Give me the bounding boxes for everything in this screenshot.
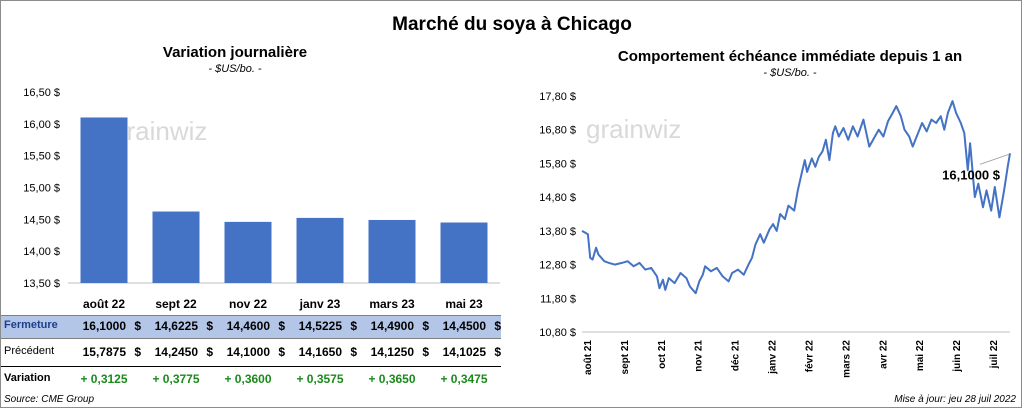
bar-chart: grainwiz 13,50 $ 14,00 $ 14,50 $ 15,00 $ 15,5… — [23, 87, 500, 311]
currency-symbol: $ — [350, 319, 357, 333]
variation-value: + 0,3575 — [296, 372, 344, 386]
table-separator — [1, 366, 501, 367]
table-row-label: Précédent — [4, 345, 55, 357]
currency-symbol: $ — [206, 345, 213, 359]
line-x-tick-label: oct 21 — [657, 340, 668, 369]
table-cell: 14,4900 — [370, 319, 414, 333]
callout-leader — [979, 153, 1010, 165]
variation-value: + 0,3475 — [440, 372, 488, 386]
line-x-tick-label: déc 21 — [731, 340, 742, 372]
variation-value: + 0,3600 — [224, 372, 272, 386]
bar-y-tick-label: 14,50 $ — [23, 214, 60, 226]
line-y-tick-label: 15,80 $ — [539, 158, 576, 170]
table-cell: 14,6225 — [154, 319, 198, 333]
line-x-tick-label: nov 21 — [694, 340, 705, 372]
variation-label: Variation — [4, 372, 51, 384]
currency-symbol: $ — [422, 319, 429, 333]
table-cell: 14,5225 — [298, 319, 342, 333]
line-chart-subtitle: - $US/bo. - — [763, 67, 817, 79]
table-cell: 14,1025 — [442, 345, 486, 359]
bar-category-label: août 22 — [83, 297, 125, 311]
line-y-tick-label: 10,80 $ — [539, 327, 576, 339]
line-x-tick-label: juil 22 — [989, 340, 1000, 370]
bar-chart-subtitle: - $US/bo. - — [208, 63, 262, 75]
currency-symbol: $ — [134, 319, 141, 333]
line-y-tick-label: 13,80 $ — [539, 226, 576, 238]
bar-4 — [368, 219, 416, 283]
line-x-tick-label: mars 22 — [841, 340, 852, 378]
currency-symbol: $ — [278, 319, 285, 333]
table-cell: 14,1000 — [226, 345, 270, 359]
bar-y-tick-label: 15,50 $ — [23, 151, 60, 163]
last-price-callout: 16,1000 $ — [942, 167, 1001, 182]
bar-y-tick-label: 14,00 $ — [23, 246, 60, 258]
bar-chart-title: Variation journalière — [162, 44, 308, 61]
line-y-tick-label: 14,80 $ — [539, 192, 576, 204]
currency-symbol: $ — [206, 319, 213, 333]
closing-row-highlight — [1, 315, 501, 339]
table-cell: 14,4500 — [442, 319, 486, 333]
currency-symbol: $ — [350, 345, 357, 359]
table-cell: 14,1650 — [298, 345, 342, 359]
bar-y-tick-label: 16,00 $ — [23, 119, 60, 131]
line-x-tick-label: juin 22 — [952, 340, 963, 373]
bar-3 — [296, 217, 344, 283]
currency-symbol: $ — [494, 345, 501, 359]
line-x-tick-label: août 21 — [583, 340, 594, 375]
currency-symbol: $ — [134, 345, 141, 359]
line-x-tick-label: janv 22 — [768, 340, 779, 375]
source-note: Source: CME Group — [4, 394, 95, 405]
variation-value: + 0,3775 — [152, 372, 200, 386]
bar-0 — [80, 117, 128, 283]
variation-value: + 0,3125 — [80, 372, 128, 386]
bar-y-tick-label: 16,50 $ — [23, 87, 60, 99]
line-y-tick-label: 16,80 $ — [539, 125, 576, 137]
line-y-tick-label: 12,80 $ — [539, 260, 576, 272]
bar-y-tick-label: 15,00 $ — [23, 183, 60, 195]
line-x-tick-label: févr 22 — [804, 340, 815, 373]
bar-y-tick-label: 13,50 $ — [23, 278, 60, 290]
variation-value: + 0,3650 — [368, 372, 416, 386]
line-chart-title: Comportement échéance immédiate depuis 1… — [617, 48, 963, 65]
bar-category-label: sept 22 — [155, 297, 197, 311]
table-cell: 16,1000 — [82, 319, 126, 333]
watermark-logo: grainwiz — [586, 114, 681, 144]
main-title: Marché du soya à Chicago — [392, 14, 632, 35]
bar-category-label: mars 23 — [369, 297, 415, 311]
table-cell: 14,4600 — [226, 319, 270, 333]
bar-category-label: janv 23 — [299, 297, 341, 311]
line-y-tick-label: 17,80 $ — [539, 91, 576, 103]
bar-category-label: nov 22 — [229, 297, 267, 311]
price-series-line — [581, 100, 1011, 295]
update-timestamp: Mise à jour: jeu 28 juil 2022 — [894, 394, 1016, 405]
watermark-logo: grainwiz — [112, 116, 207, 146]
bar-1 — [152, 211, 200, 283]
bar-category-label: mai 23 — [445, 297, 483, 311]
line-x-tick-label: avr 22 — [878, 340, 889, 369]
line-chart: grainwiz 10,80 $ 11,80 $ 12,80 $ 13,80 $ 14,8… — [539, 91, 1011, 378]
currency-symbol: $ — [278, 345, 285, 359]
line-y-tick-label: 11,80 $ — [540, 293, 576, 305]
table-cell: 14,2450 — [154, 345, 198, 359]
currency-symbol: $ — [494, 319, 501, 333]
line-x-tick-label: mai 22 — [915, 340, 926, 372]
table-row-label: Fermeture — [4, 319, 58, 331]
table-cell: 15,7875 — [82, 345, 126, 359]
line-x-tick-label: sept 21 — [620, 340, 631, 375]
table-cell: 14,1250 — [370, 345, 414, 359]
bar-5 — [440, 222, 488, 283]
currency-symbol: $ — [422, 345, 429, 359]
bar-2 — [224, 221, 272, 283]
